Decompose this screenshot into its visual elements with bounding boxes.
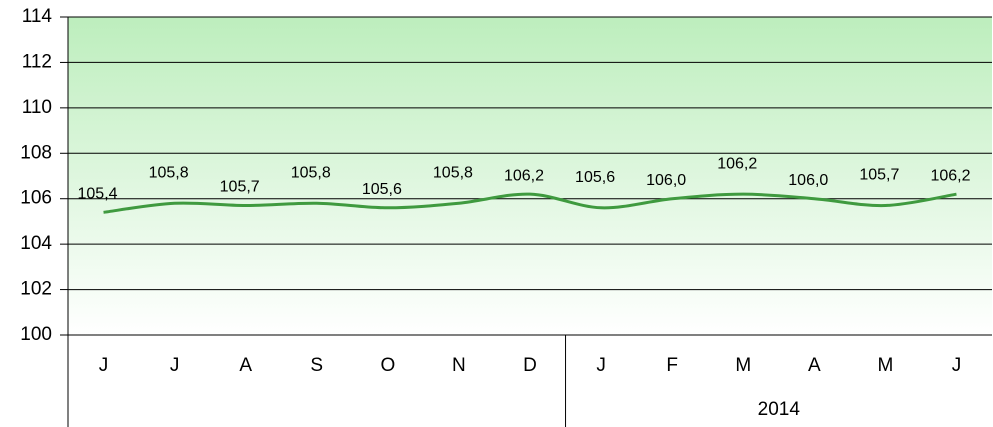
x-tick-label: J: [952, 355, 962, 376]
data-label: 105,6: [575, 169, 615, 186]
data-label: 105,4: [78, 186, 118, 203]
data-label: 105,7: [859, 167, 899, 184]
y-tick-label: 110: [22, 97, 52, 118]
x-tick-label: J: [170, 355, 180, 376]
x-tick-label: J: [596, 355, 606, 376]
y-tick-label: 108: [20, 142, 52, 163]
y-tick-label: 106: [20, 188, 52, 209]
data-label: 105,8: [433, 164, 473, 181]
y-tick-label: 114: [22, 6, 53, 27]
x-tick-label: S: [310, 355, 323, 376]
data-label: 105,8: [149, 164, 189, 181]
x-tick-label: A: [808, 355, 821, 376]
y-tick-label: 100: [20, 324, 52, 345]
data-label: 105,6: [362, 181, 402, 198]
data-label: 106,2: [717, 155, 757, 172]
x-tick-label: F: [666, 355, 678, 376]
y-tick-label: 102: [20, 279, 52, 300]
plot-background: [68, 17, 992, 335]
y-tick-label: 104: [20, 233, 52, 254]
data-label: 105,7: [220, 179, 260, 196]
x-tick-label: M: [735, 355, 751, 376]
data-label: 106,2: [504, 167, 544, 184]
x-tick-label: D: [523, 355, 537, 376]
y-tick-label: 112: [22, 51, 52, 72]
x-tick-label: A: [239, 355, 252, 376]
x-tick-label: O: [380, 355, 395, 376]
data-label: 106,2: [930, 167, 970, 184]
group-label: 2014: [758, 399, 801, 420]
data-label: 106,0: [646, 172, 686, 189]
x-tick-label: N: [452, 355, 466, 376]
x-tick-label: M: [877, 355, 893, 376]
data-label: 105,8: [291, 164, 331, 181]
x-tick-label: J: [99, 355, 109, 376]
line-series: [103, 192, 957, 214]
data-label: 106,0: [788, 172, 828, 189]
